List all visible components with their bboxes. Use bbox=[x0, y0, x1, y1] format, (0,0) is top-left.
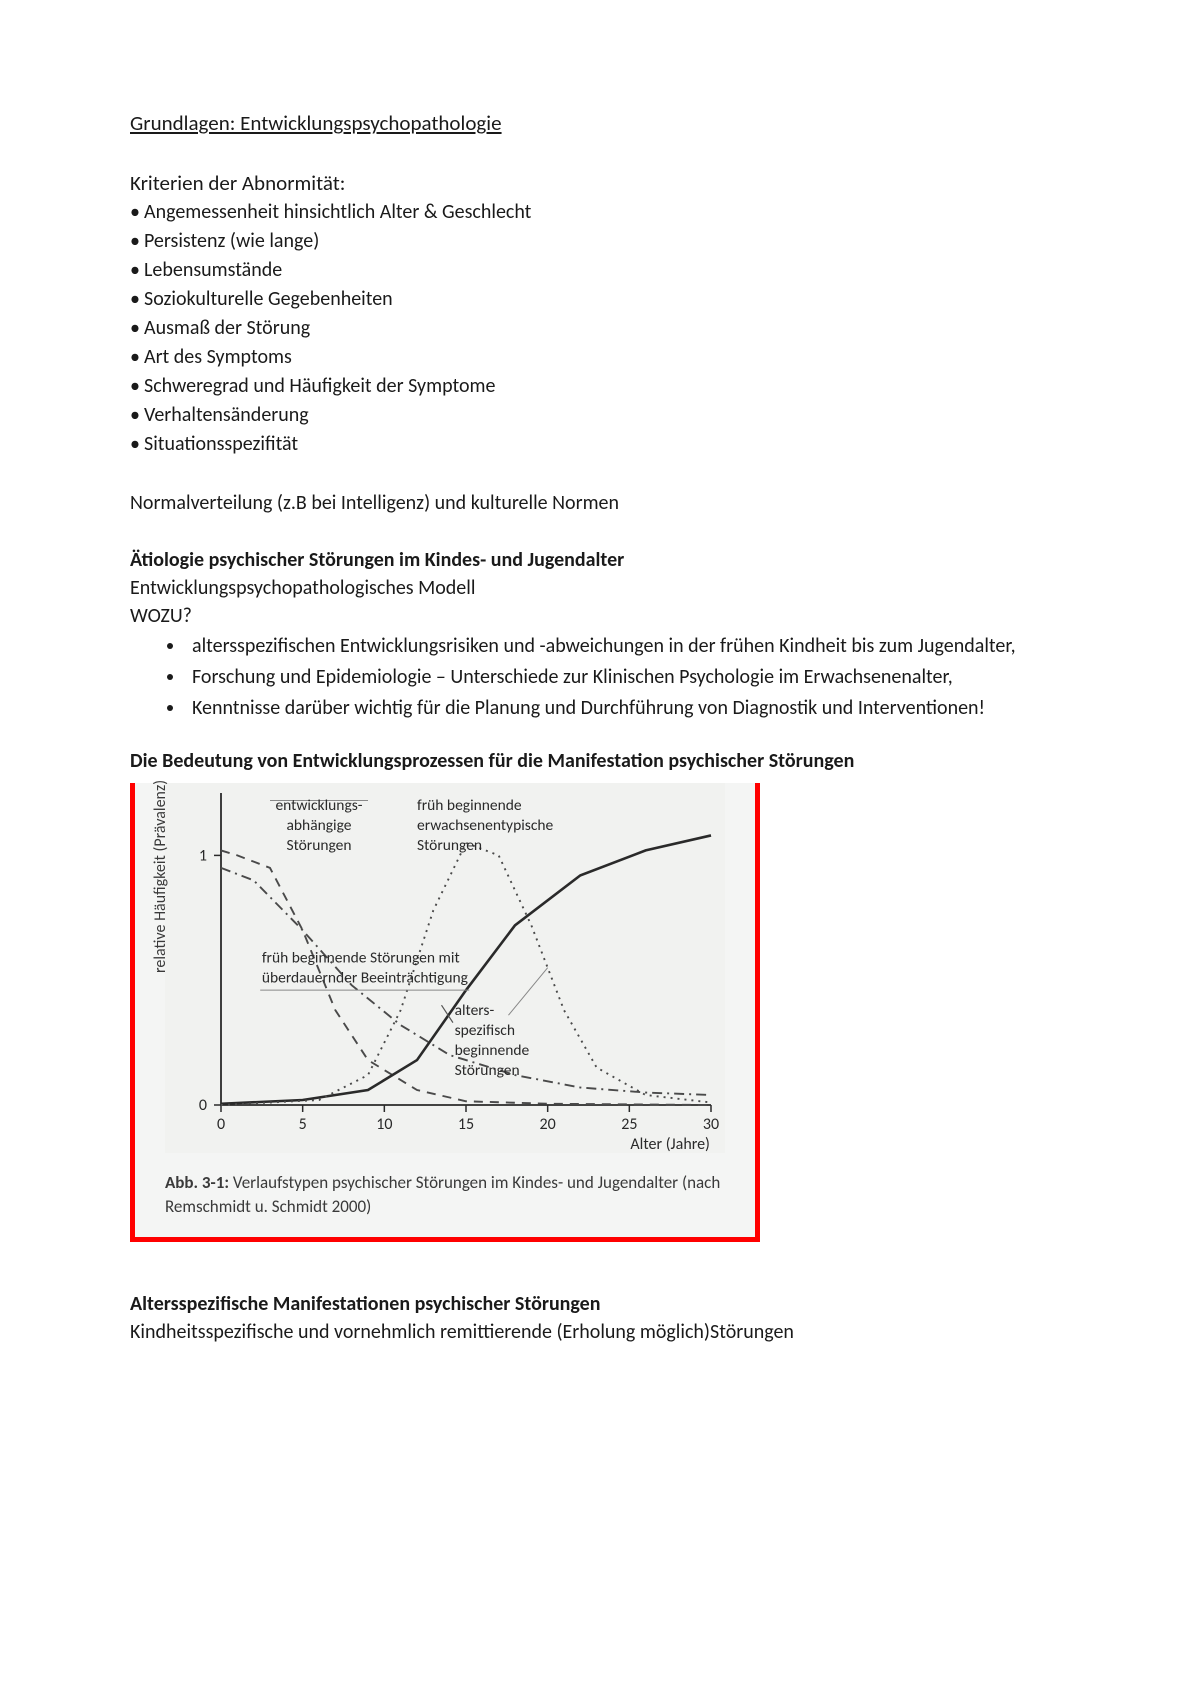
svg-text:15: 15 bbox=[458, 1115, 474, 1134]
svg-text:0: 0 bbox=[199, 1096, 207, 1115]
y-axis-label: relative Häufigkeit (Prävalenz) bbox=[151, 780, 170, 973]
page: Grundlagen: Entwicklungspsychopathologie… bbox=[0, 0, 1200, 1698]
svg-text:20: 20 bbox=[540, 1115, 556, 1134]
etiologie-heading: Ätiologie psychischer Störungen im Kinde… bbox=[130, 548, 1080, 572]
svg-text:früh beginnende Störungen mit: früh beginnende Störungen mit bbox=[262, 949, 460, 968]
svg-text:Alter (Jahre): Alter (Jahre) bbox=[630, 1135, 709, 1153]
list-item: Soziokulturelle Gegebenheiten bbox=[130, 285, 1080, 314]
etiologie-sub1: Entwicklungspsychopathologisches Modell bbox=[130, 576, 1080, 600]
svg-text:Störungen: Störungen bbox=[286, 836, 351, 855]
list-item: Verhaltensänderung bbox=[130, 401, 1080, 430]
list-item: Persistenz (wie lange) bbox=[130, 227, 1080, 256]
caption-rest: Verlaufstypen psychischer Störungen im K… bbox=[165, 1172, 720, 1217]
figure-caption: Abb. 3-1: Verlaufstypen psychischer Stör… bbox=[135, 1159, 755, 1237]
kriterien-list: Angemessenheit hinsichtlich Alter & Gesc… bbox=[130, 198, 1080, 459]
svg-text:spezifisch: spezifisch bbox=[455, 1021, 515, 1040]
svg-text:überdauernder Beeinträchtigung: überdauernder Beeinträchtigung bbox=[262, 969, 469, 988]
svg-text:Störungen: Störungen bbox=[455, 1061, 520, 1080]
svg-text:10: 10 bbox=[376, 1115, 392, 1134]
svg-text:alters-: alters- bbox=[455, 1001, 495, 1020]
list-item: Ausmaß der Störung bbox=[130, 314, 1080, 343]
list-item: altersspezifischen Entwicklungsrisiken u… bbox=[186, 632, 1080, 661]
page-title: Grundlagen: Entwicklungspsychopathologie bbox=[130, 110, 1080, 136]
etiologie-sub2: WOZU? bbox=[130, 604, 1080, 628]
svg-text:25: 25 bbox=[621, 1115, 637, 1134]
svg-text:0: 0 bbox=[217, 1115, 225, 1134]
wozu-list: altersspezifischen Entwicklungsrisiken u… bbox=[130, 632, 1080, 723]
svg-text:erwachsenentypische: erwachsenentypische bbox=[417, 816, 554, 835]
list-item: Situationsspezifität bbox=[130, 430, 1080, 459]
svg-text:1: 1 bbox=[199, 846, 207, 865]
chart: relative Häufigkeit (Prävalenz) 05101520… bbox=[165, 783, 725, 1153]
svg-text:abhängige: abhängige bbox=[286, 816, 351, 835]
figure-frame: relative Häufigkeit (Prävalenz) 05101520… bbox=[130, 783, 760, 1242]
list-item: Forschung und Epidemiologie – Unterschie… bbox=[186, 663, 1080, 692]
caption-bold: Abb. 3-1: bbox=[165, 1172, 229, 1193]
svg-text:entwicklungs-: entwicklungs- bbox=[275, 796, 362, 815]
list-item: Schweregrad und Häufigkeit der Symptome bbox=[130, 372, 1080, 401]
list-item: Kenntnisse darüber wichtig für die Planu… bbox=[186, 694, 1080, 723]
svg-text:5: 5 bbox=[299, 1115, 307, 1134]
svg-text:beginnende: beginnende bbox=[455, 1041, 530, 1060]
kriterien-heading: Kriterien der Abnormität: bbox=[130, 170, 1080, 196]
alters-heading: Altersspezifische Manifestationen psychi… bbox=[130, 1292, 1080, 1316]
list-item: Art des Symptoms bbox=[130, 343, 1080, 372]
list-item: Lebensumstände bbox=[130, 256, 1080, 285]
bedeutung-heading: Die Bedeutung von Entwicklungsprozessen … bbox=[130, 749, 1080, 773]
chart-svg: 0 5 10 15 20 25 30 0 1 Alter (Jahre) entwicklungs-… bbox=[165, 783, 725, 1153]
alters-sub: Kindheitsspezifische und vornehmlich rem… bbox=[130, 1320, 1080, 1344]
normalverteilung-para: Normalverteilung (z.B bei Intelligenz) u… bbox=[130, 489, 1080, 518]
list-item: Angemessenheit hinsichtlich Alter & Gesc… bbox=[130, 198, 1080, 227]
svg-text:früh beginnende: früh beginnende bbox=[417, 796, 522, 815]
svg-text:Störungen: Störungen bbox=[417, 836, 482, 855]
svg-text:30: 30 bbox=[703, 1115, 719, 1134]
